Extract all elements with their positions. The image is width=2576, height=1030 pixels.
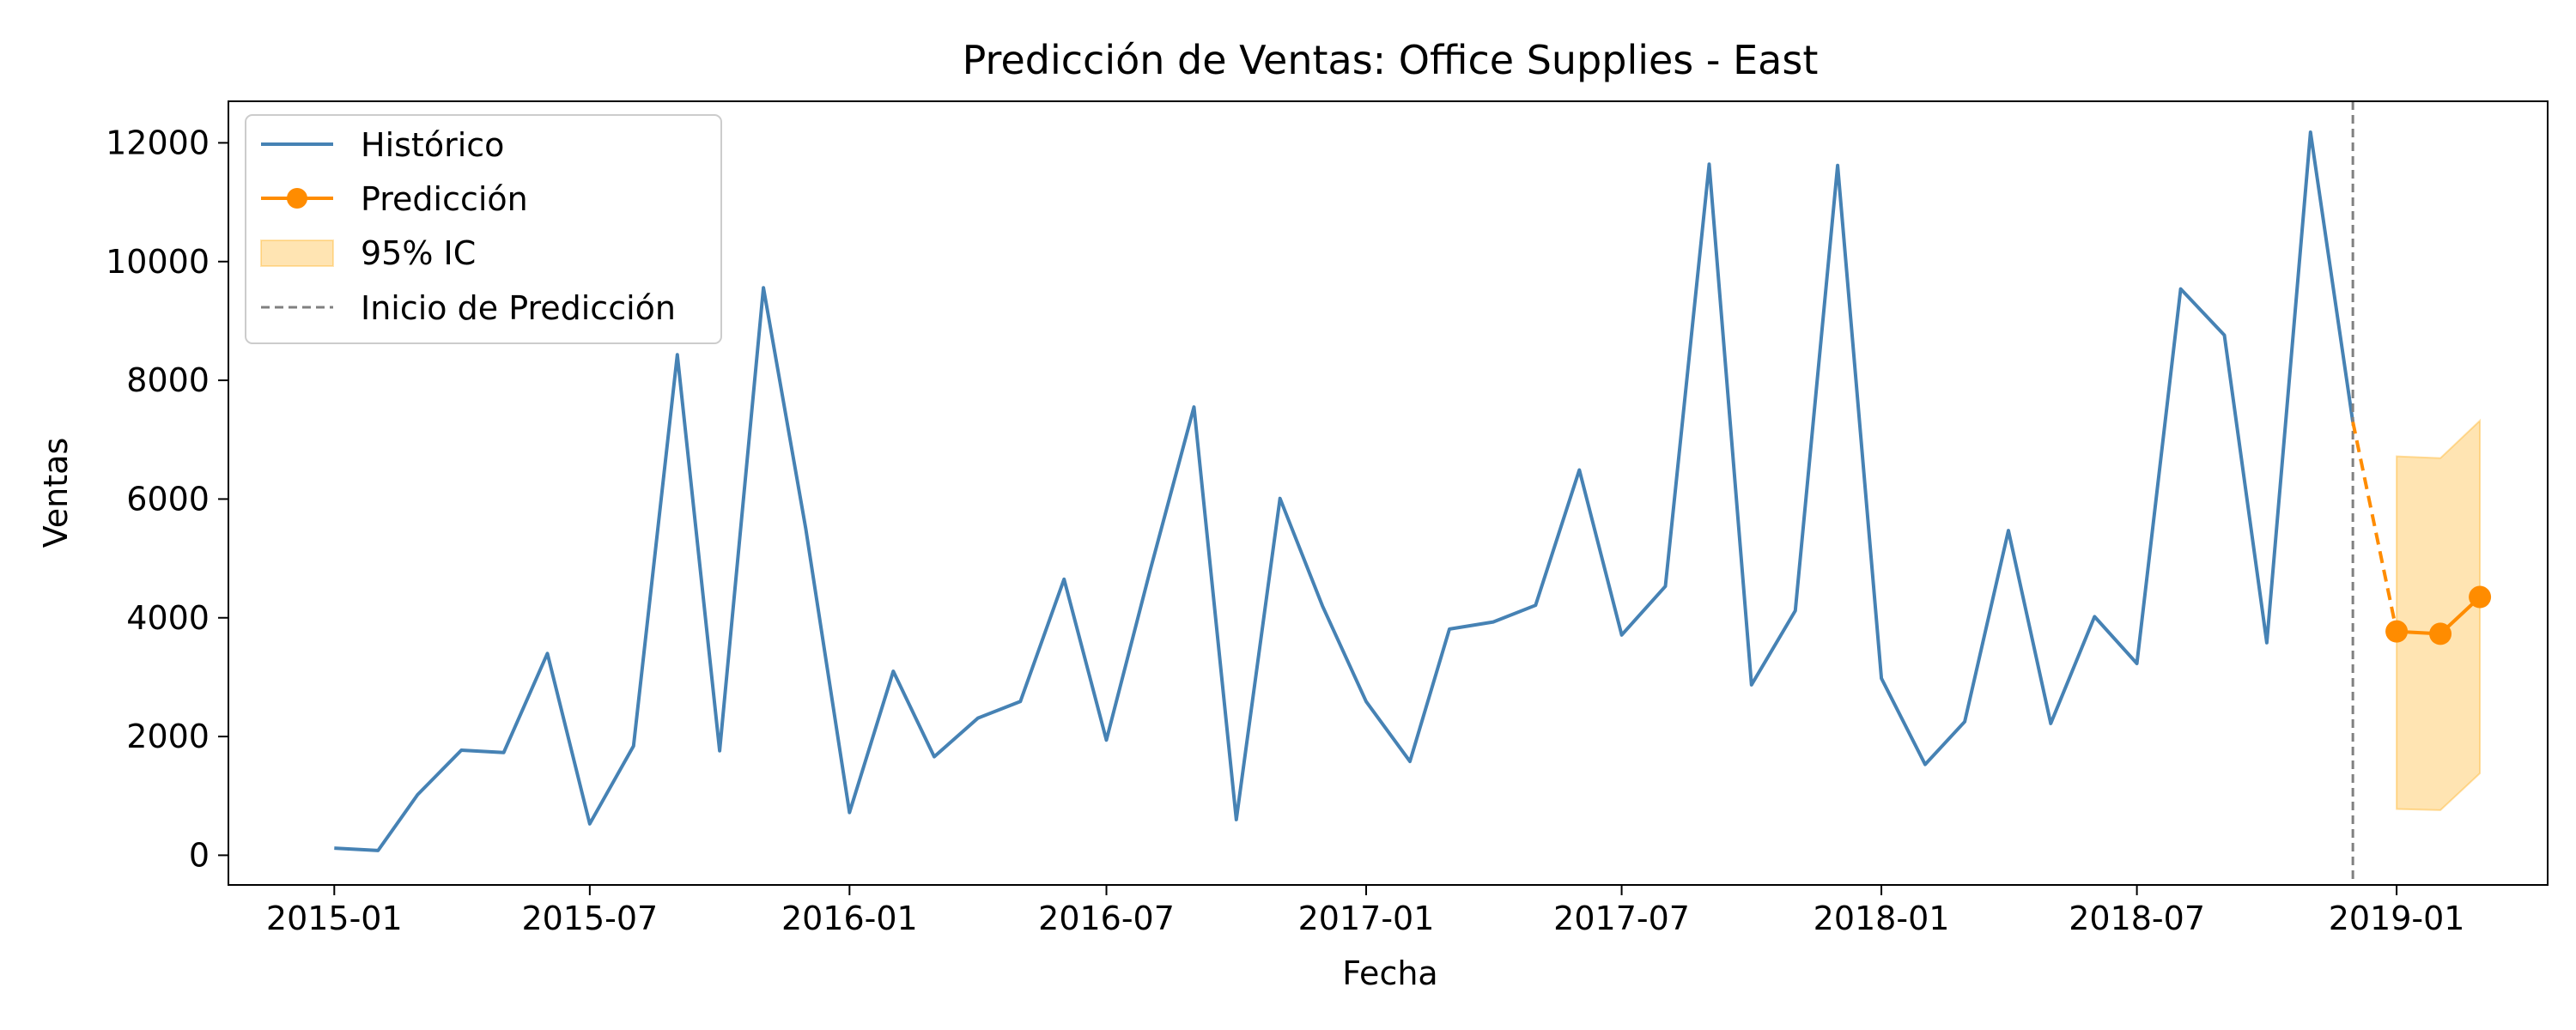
axes-frame (228, 100, 2549, 886)
historico-line (334, 130, 2355, 852)
x-axis: 2015-01 2015-07 2016-01 2016-07 2017-01 2017-… (266, 885, 2465, 937)
x-tick-label: 2019-01 (2329, 900, 2465, 937)
x-tick-label: 2018-01 (1814, 900, 1950, 937)
x-tick-label: 2015-07 (521, 900, 658, 937)
y-tick-label: 10000 (106, 243, 210, 281)
x-axis-label: Fecha (1342, 954, 1437, 992)
y-tick-label: 12000 (106, 124, 210, 161)
x-tick-label: 2016-01 (781, 900, 918, 937)
y-tick-label: 8000 (126, 361, 210, 399)
y-tick-label: 0 (189, 836, 210, 874)
chart-title: Predicción de Ventas: Office Supplies - … (963, 37, 1819, 83)
legend-ic-label: 95% IC (361, 234, 476, 272)
legend-prediccion-label: Predicción (361, 180, 528, 218)
x-tick-label: 2018-07 (2069, 900, 2205, 937)
legend-prediccion-marker (287, 188, 307, 209)
confidence-band (2396, 418, 2482, 811)
y-tick-label: 2000 (126, 718, 210, 755)
x-tick-label: 2017-01 (1298, 900, 1435, 937)
x-tick-label: 2017-07 (1553, 900, 1690, 937)
x-tick-label: 2015-01 (266, 900, 403, 937)
prediction-connector (2351, 421, 2399, 633)
y-axis-label: Ventas (37, 438, 75, 548)
legend-ic-swatch (260, 239, 334, 267)
prediccion-point (2429, 622, 2452, 645)
x-tick-label: 2016-07 (1038, 900, 1175, 937)
legend-vline-label: Inicio de Predicción (361, 289, 676, 327)
legend-historico-label: Histórico (361, 126, 504, 164)
legend: Histórico Predicción 95% IC Inicio de Pr… (245, 114, 722, 344)
legend-frame (245, 114, 722, 344)
prediccion-point (2385, 620, 2409, 643)
y-tick-label: 4000 (126, 599, 210, 637)
prediccion-point (2469, 585, 2492, 609)
y-tick-label: 6000 (126, 480, 210, 518)
y-axis: 0 2000 4000 6000 8000 10000 12000 (106, 124, 228, 874)
plot-area (334, 101, 2492, 885)
